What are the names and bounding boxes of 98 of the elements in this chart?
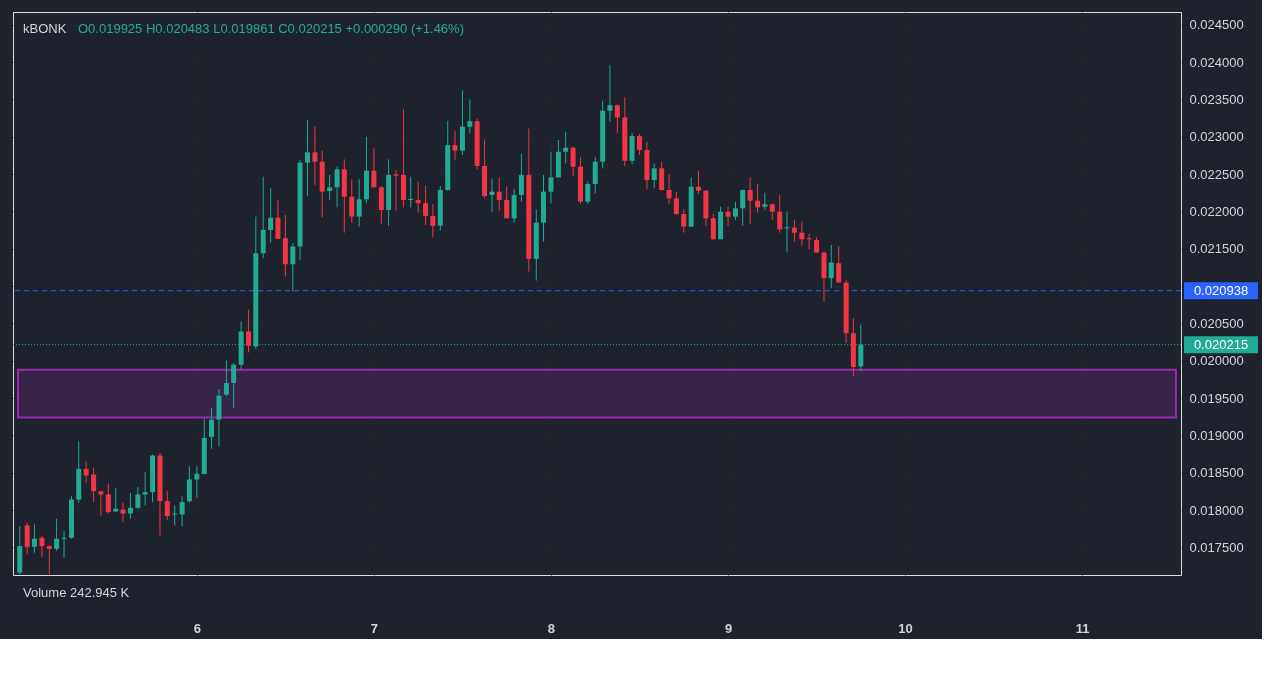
candlestick (681, 208, 687, 234)
candlestick (666, 173, 672, 205)
candlestick (179, 495, 185, 527)
candlestick (415, 181, 421, 214)
candlestick (39, 535, 45, 558)
candlestick (312, 125, 318, 186)
candlestick (784, 211, 790, 254)
y-tick-label: 0.018000 (1189, 502, 1244, 518)
candlestick (710, 213, 716, 240)
candlestick (305, 119, 310, 197)
x-tick-label: 6 (193, 620, 201, 636)
candlestick (142, 471, 148, 506)
candlestick (659, 161, 665, 192)
candlestick (371, 147, 377, 188)
y-tick-label: 0.023000 (1189, 129, 1244, 145)
candlestick (54, 518, 60, 552)
y-tick-label: 0.020000 (1189, 353, 1244, 369)
candlestick (673, 191, 679, 216)
y-tick-label: 0.023500 (1189, 91, 1244, 107)
candlestick (777, 194, 783, 234)
candlestick (223, 359, 229, 397)
y-tick-label: 0.024500 (1189, 17, 1244, 33)
candlestick (61, 530, 67, 559)
candlestick (806, 233, 812, 250)
candlestick (518, 152, 524, 203)
y-tick-label: 0.020500 (1189, 315, 1244, 331)
candlestick (467, 99, 473, 134)
candlestick (24, 522, 30, 555)
candlestick (614, 103, 620, 134)
candlestick (356, 178, 362, 228)
candlestick (290, 242, 296, 292)
candlestick (828, 244, 834, 289)
candlestick (725, 206, 731, 227)
candlestick (268, 187, 274, 244)
text: Volume 242.945 K (23, 585, 130, 600)
candlestick (209, 407, 215, 450)
x-tick-label: 7 (370, 620, 379, 636)
candlestick (135, 486, 141, 510)
candlestick (548, 151, 554, 204)
x-tick-label: 8 (547, 620, 556, 636)
candlestick (747, 176, 753, 225)
candlestick (172, 504, 178, 526)
candlestick (83, 460, 89, 484)
y-tick-label: 0.024000 (1189, 54, 1244, 70)
candlestick (836, 245, 842, 284)
candlestick (216, 388, 222, 447)
candlestick (246, 309, 252, 353)
candlestick (393, 169, 399, 212)
candlestick (334, 166, 340, 208)
ref-line-label: 0.020215 (1193, 336, 1249, 352)
candlestick (430, 203, 436, 238)
candlestick (732, 201, 738, 221)
candlestick (504, 186, 510, 219)
candlestick (459, 89, 465, 156)
candlestick (91, 467, 97, 503)
y-tick-label: 0.022000 (1189, 203, 1244, 219)
y-tick-label: 0.019500 (1189, 390, 1244, 406)
candlestick (408, 176, 414, 208)
candlestick (164, 490, 170, 521)
y-tick-label: 0.022500 (1189, 166, 1244, 182)
candlestick (511, 188, 517, 224)
y-tick-label: 0.019000 (1189, 427, 1244, 443)
candlestick (98, 490, 104, 516)
candlestick (378, 185, 384, 225)
candlestick (275, 199, 281, 240)
candlestick (260, 176, 266, 259)
candlestick (740, 188, 746, 227)
candlestick (791, 219, 797, 243)
candlestick (585, 181, 591, 205)
candlestick (637, 133, 642, 156)
candlestick (327, 174, 333, 201)
y-tick-label: 0.021500 (1189, 241, 1244, 257)
ref-line-label: 0.020938 (1193, 282, 1249, 298)
candlestick (570, 145, 576, 177)
y-tick-label: 0.017500 (1189, 539, 1244, 555)
candlestick (496, 176, 502, 212)
text: O0.019925 H0.020483 L0.019861 C0.020215 +0.000290 (+1.46%) (78, 21, 464, 36)
candlestick (349, 178, 355, 224)
candlestick (799, 221, 805, 247)
x-tick-label: 9 (724, 620, 733, 636)
candlestick (592, 156, 598, 194)
candlestick (563, 131, 569, 164)
candlestick (105, 483, 111, 514)
candlestick (651, 162, 657, 189)
candlestick (452, 130, 458, 161)
text: kBONK (23, 21, 67, 36)
candlestick (423, 185, 429, 226)
candlestick (31, 523, 37, 554)
x-tick-label: 10 (898, 620, 913, 636)
candlestick (695, 170, 701, 195)
candlestick (607, 64, 613, 123)
candlestick (186, 465, 192, 504)
candlestick (46, 544, 52, 575)
x-tick-label: 11 (1075, 620, 1090, 636)
candlestick (755, 183, 761, 214)
candlestick (231, 362, 237, 409)
y-tick-label: 0.018500 (1189, 465, 1244, 481)
candlestick (762, 192, 768, 211)
